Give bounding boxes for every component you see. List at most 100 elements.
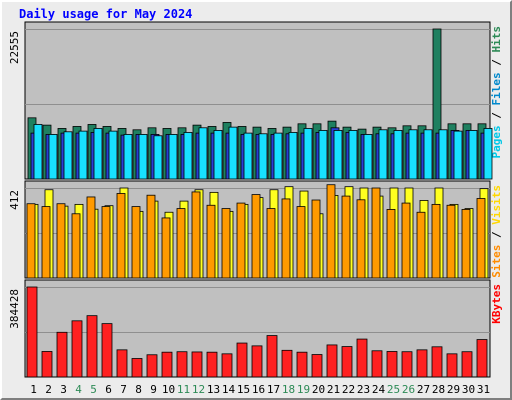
- bar-sites-day-1: [26, 203, 36, 279]
- bar-sites-day-8: [131, 206, 141, 279]
- bar-sites-day-26: [401, 202, 411, 279]
- y-max-label-visits-sites: 412: [8, 190, 21, 210]
- bar-kbytes-day-31: [476, 339, 488, 378]
- bar-sites-day-4: [71, 213, 81, 279]
- bar-sites-day-7: [116, 193, 126, 279]
- x-tick-label-28: 28: [432, 383, 445, 396]
- y-max-label-kbytes: 384428: [8, 289, 21, 329]
- bar-sites-day-30: [461, 209, 471, 279]
- y-max-label-pages-files-hits: 22555: [8, 31, 21, 64]
- x-tick-label-26: 26: [402, 383, 415, 396]
- bar-sites-day-24: [371, 187, 381, 279]
- bar-pages-day-3: [63, 131, 73, 180]
- bar-kbytes-day-20: [311, 354, 323, 378]
- x-tick-label-11: 11: [177, 383, 190, 396]
- bar-kbytes-day-22: [341, 346, 353, 378]
- bar-pages-day-26: [408, 129, 418, 180]
- x-tick-label-16: 16: [252, 383, 265, 396]
- bar-sites-day-20: [311, 199, 321, 279]
- bar-pages-day-23: [363, 134, 373, 180]
- bar-pages-day-27: [423, 129, 433, 180]
- bar-kbytes-day-14: [221, 353, 233, 378]
- bar-pages-day-13: [213, 130, 223, 180]
- bar-pages-day-31: [483, 128, 493, 180]
- bar-pages-day-17: [273, 132, 283, 180]
- bar-sites-day-17: [266, 208, 276, 279]
- bar-pages-day-15: [243, 132, 253, 180]
- bar-kbytes-day-23: [356, 338, 368, 378]
- legend-part-2: Files: [490, 72, 503, 105]
- bar-kbytes-day-8: [131, 358, 143, 378]
- bar-sites-day-11: [176, 208, 186, 279]
- x-tick-label-31: 31: [477, 383, 490, 396]
- bar-pages-day-10: [168, 134, 178, 180]
- bar-sites-day-9: [146, 194, 156, 279]
- bar-kbytes-day-1: [26, 286, 38, 378]
- bar-pages-day-11: [183, 132, 193, 180]
- bar-pages-day-6: [108, 130, 118, 180]
- bar-pages-day-18: [288, 132, 298, 180]
- bar-pages-day-5: [93, 128, 103, 180]
- bar-kbytes-day-24: [371, 350, 383, 378]
- bar-pages-day-12: [198, 127, 208, 180]
- bar-kbytes-day-12: [191, 351, 203, 378]
- legend-part-0: Sites: [490, 245, 503, 278]
- bar-pages-day-1: [33, 124, 43, 180]
- bar-pages-day-29: [453, 130, 463, 180]
- x-tick-label-10: 10: [162, 383, 175, 396]
- bar-sites-day-28: [431, 203, 441, 279]
- legend-part-2: Visits: [490, 185, 503, 225]
- bar-sites-day-22: [341, 195, 351, 279]
- bar-sites-day-21: [326, 184, 336, 279]
- bar-sites-day-16: [251, 194, 261, 279]
- bar-kbytes-day-30: [461, 351, 473, 378]
- bar-pages-day-25: [393, 130, 403, 180]
- legend-part-1: /: [490, 225, 503, 245]
- bar-kbytes-day-18: [281, 349, 293, 378]
- bar-pages-day-14: [228, 126, 238, 180]
- legend-visits-sites: Sites / Visits: [490, 185, 503, 278]
- bar-sites-day-19: [296, 206, 306, 279]
- bar-sites-day-3: [56, 203, 66, 279]
- x-tick-label-4: 4: [75, 383, 82, 396]
- x-tick-label-3: 3: [60, 383, 67, 396]
- bar-pages-day-22: [348, 130, 358, 180]
- x-tick-label-30: 30: [462, 383, 475, 396]
- bar-pages-day-7: [123, 134, 133, 180]
- legend-part-0: KBytes: [490, 284, 503, 324]
- bar-pages-day-4: [78, 130, 88, 180]
- bar-kbytes-day-26: [401, 351, 413, 378]
- bar-sites-day-23: [356, 199, 366, 279]
- x-tick-label-9: 9: [150, 383, 157, 396]
- bar-kbytes-day-28: [431, 346, 443, 378]
- bar-kbytes-day-10: [161, 351, 173, 378]
- bar-kbytes-day-17: [266, 335, 278, 378]
- x-tick-label-22: 22: [342, 383, 355, 396]
- bar-kbytes-day-19: [296, 351, 308, 378]
- bar-pages-day-2: [48, 134, 58, 180]
- bar-pages-day-20: [318, 130, 328, 180]
- bar-sites-day-5: [86, 196, 96, 279]
- bar-kbytes-day-25: [386, 351, 398, 378]
- x-tick-label-6: 6: [105, 383, 112, 396]
- chart-title: Daily usage for May 2024: [19, 7, 193, 21]
- legend-part-0: Pages: [490, 125, 503, 158]
- bar-kbytes-day-2: [41, 351, 53, 378]
- bar-kbytes-day-13: [206, 351, 218, 378]
- x-tick-label-23: 23: [357, 383, 370, 396]
- legend-part-3: /: [490, 53, 503, 73]
- legend-kbytes: KBytes: [490, 284, 503, 324]
- bar-kbytes-day-16: [251, 345, 263, 378]
- bar-pages-day-8: [138, 134, 148, 180]
- x-tick-label-13: 13: [207, 383, 220, 396]
- bar-sites-day-29: [446, 204, 456, 279]
- legend-pages-files-hits: Pages / Files / Hits: [490, 26, 503, 159]
- bar-sites-day-25: [386, 209, 396, 279]
- x-tick-label-14: 14: [222, 383, 236, 396]
- bar-sites-day-2: [41, 206, 51, 279]
- bar-kbytes-day-15: [236, 342, 248, 378]
- x-tick-label-7: 7: [120, 383, 127, 396]
- bar-sites-day-13: [206, 204, 216, 279]
- legend-part-1: /: [490, 106, 503, 126]
